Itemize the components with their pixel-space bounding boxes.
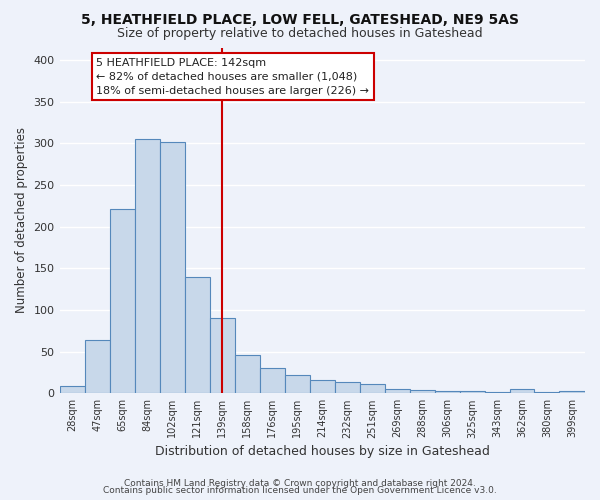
Bar — [135, 139, 160, 394]
Bar — [335, 382, 360, 394]
Bar — [535, 392, 559, 394]
Bar — [559, 391, 585, 394]
Bar — [160, 142, 185, 394]
Bar — [210, 318, 235, 394]
Text: Contains HM Land Registry data © Crown copyright and database right 2024.: Contains HM Land Registry data © Crown c… — [124, 478, 476, 488]
Bar — [460, 391, 485, 394]
Text: 5, HEATHFIELD PLACE, LOW FELL, GATESHEAD, NE9 5AS: 5, HEATHFIELD PLACE, LOW FELL, GATESHEAD… — [81, 12, 519, 26]
Bar — [85, 340, 110, 394]
Y-axis label: Number of detached properties: Number of detached properties — [15, 128, 28, 314]
Text: Size of property relative to detached houses in Gateshead: Size of property relative to detached ho… — [117, 28, 483, 40]
Bar — [435, 391, 460, 394]
Bar — [59, 386, 85, 394]
Bar — [260, 368, 284, 394]
X-axis label: Distribution of detached houses by size in Gateshead: Distribution of detached houses by size … — [155, 444, 490, 458]
Bar — [385, 389, 410, 394]
Text: 5 HEATHFIELD PLACE: 142sqm
← 82% of detached houses are smaller (1,048)
18% of s: 5 HEATHFIELD PLACE: 142sqm ← 82% of deta… — [97, 58, 370, 96]
Bar — [310, 380, 335, 394]
Bar — [185, 278, 210, 394]
Bar — [110, 209, 135, 394]
Bar — [360, 384, 385, 394]
Text: Contains public sector information licensed under the Open Government Licence v3: Contains public sector information licen… — [103, 486, 497, 495]
Bar — [485, 392, 509, 394]
Bar — [410, 390, 435, 394]
Bar — [509, 389, 535, 394]
Bar — [284, 375, 310, 394]
Bar — [235, 355, 260, 394]
